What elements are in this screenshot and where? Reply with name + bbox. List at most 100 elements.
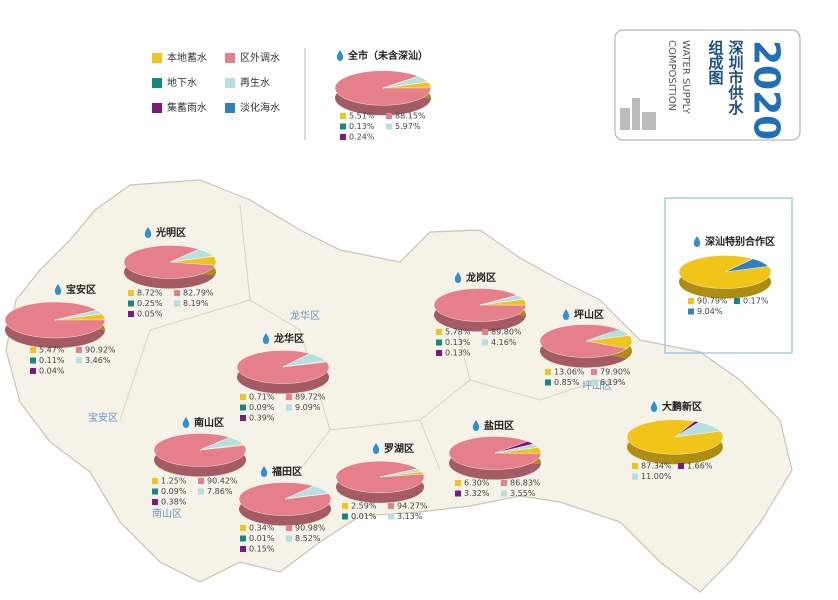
value-swatch [240, 404, 246, 411]
value-label: 87.34% [641, 462, 672, 471]
value-label: 0.11% [39, 356, 65, 365]
pie-slice [494, 443, 539, 454]
value-label: 5.78% [445, 328, 471, 337]
value-swatch [128, 290, 134, 296]
legend-label: 再生水 [240, 76, 270, 89]
pie-slice [479, 298, 524, 306]
pie-slice [724, 258, 769, 273]
value-swatch [501, 480, 507, 486]
legend-label: 淡化海水 [240, 101, 280, 114]
legend-label: 区外调水 [240, 52, 280, 64]
drop-icon [454, 272, 462, 283]
value-swatch [632, 473, 638, 480]
drop-icon [260, 466, 268, 477]
value-label: 89.80% [491, 328, 522, 337]
drop-icon [336, 50, 344, 61]
value-swatch [386, 123, 392, 130]
pie-title: 深汕特别合作区 [705, 235, 775, 248]
value-swatch [734, 298, 740, 304]
pie-title: 宝安区 [66, 283, 96, 296]
drop-icon [182, 417, 190, 428]
value-swatch [388, 503, 394, 509]
pie-title: 光明区 [155, 226, 186, 239]
pie-slice [236, 350, 330, 384]
value-swatch [482, 339, 488, 346]
value-label: 0.71% [249, 393, 275, 402]
pie-slice [539, 324, 628, 358]
pie-slice [585, 329, 630, 342]
value-label: 0.05% [137, 310, 163, 319]
legend-label: 本地蓄水 [167, 51, 207, 64]
value-swatch [545, 379, 551, 386]
pie-title: 南山区 [194, 416, 224, 429]
map-label: 龙华区 [290, 309, 320, 322]
value-label: 3.55% [510, 489, 536, 498]
value-swatch [286, 404, 292, 411]
pie-slice [282, 360, 327, 368]
drop-icon [372, 443, 380, 454]
value-swatch [30, 347, 36, 353]
value-swatch [632, 463, 638, 469]
pie-title: 罗湖区 [384, 442, 414, 455]
value-label: 0.01% [249, 534, 275, 543]
drop-icon [144, 227, 152, 238]
value-swatch [76, 347, 82, 353]
value-label: 0.13% [445, 338, 471, 347]
value-label: 88.15% [395, 112, 426, 121]
value-swatch [591, 379, 597, 386]
value-swatch [342, 513, 348, 520]
value-label: 86.83% [510, 479, 541, 488]
value-swatch [482, 329, 488, 335]
value-label: 3.13% [397, 512, 423, 521]
value-label: 0.09% [161, 487, 187, 496]
pie-slice [123, 245, 216, 279]
legend-swatch [225, 53, 235, 63]
value-swatch [455, 480, 461, 486]
value-label: 90.92% [85, 346, 116, 355]
value-swatch [240, 535, 246, 542]
value-label: 1.66% [687, 462, 713, 471]
value-label: 0.85% [554, 378, 580, 387]
value-label: 8.52% [295, 534, 321, 543]
value-swatch [340, 113, 346, 119]
value-label: 5.97% [395, 122, 421, 131]
value-label: 0.01% [351, 512, 377, 521]
value-label: 8.72% [137, 289, 163, 298]
pie-title: 坪山区 [574, 308, 604, 321]
value-label: 0.09% [249, 403, 275, 412]
drop-icon [54, 284, 62, 295]
value-swatch [240, 525, 246, 531]
value-label: 1.25% [161, 477, 187, 486]
value-swatch [436, 329, 442, 335]
value-label: 2.59% [351, 502, 377, 511]
value-swatch [30, 357, 36, 364]
drop-icon [650, 401, 658, 412]
value-label: 11.00% [641, 472, 672, 481]
map-label: 宝安区 [88, 411, 118, 424]
legend-swatch [225, 78, 235, 88]
value-label: 90.79% [697, 297, 728, 306]
value-label: 82.79% [183, 289, 214, 298]
legend-label: 集蓄雨水 [167, 101, 207, 114]
pie-slice [335, 460, 425, 494]
value-label: 0.15% [249, 545, 275, 554]
value-swatch [286, 525, 292, 531]
value-swatch [436, 350, 442, 356]
value-label: 9.09% [295, 403, 321, 412]
value-swatch [455, 490, 461, 497]
title-card [614, 29, 801, 141]
value-swatch [436, 339, 442, 346]
pie-title: 全市（未含深汕） [347, 49, 428, 62]
legend-swatch [152, 103, 162, 113]
pie-slice [199, 443, 244, 451]
value-label: 0.34% [249, 524, 275, 533]
pie-slice [379, 468, 422, 478]
pie-title: 福田区 [271, 465, 302, 478]
value-label: 6.30% [464, 479, 490, 488]
value-swatch [152, 499, 158, 505]
title-cn: 深圳市供水 [727, 39, 745, 116]
legend-swatch [152, 78, 162, 88]
value-label: 8.19% [183, 299, 209, 308]
value-label: 5.51% [349, 112, 375, 121]
